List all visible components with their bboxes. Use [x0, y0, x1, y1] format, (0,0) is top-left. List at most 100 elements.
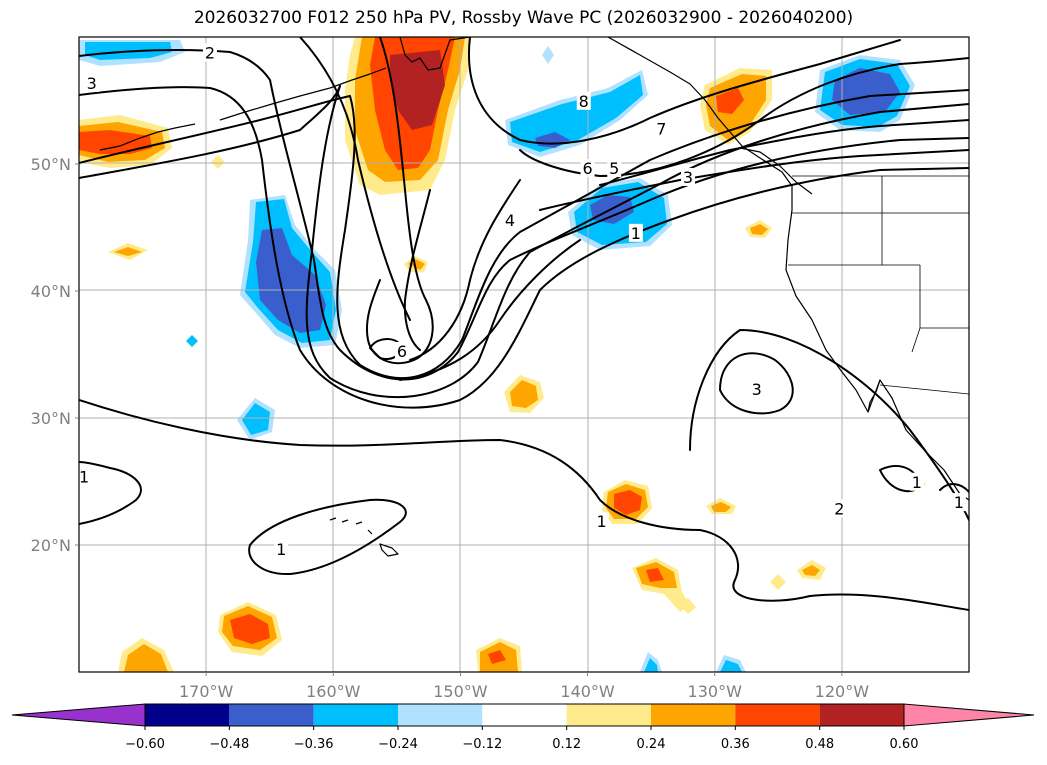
positive-anomaly — [716, 88, 744, 114]
colorbar: −0.60 −0.48 −0.36 −0.24 −0.12 0.12 0.24 0.36 0.4… — [11, 703, 1035, 752]
pv-contour — [399, 239, 581, 381]
colorbar-tick-label: 0.24 — [637, 737, 666, 752]
positive-anomaly — [79, 130, 152, 154]
lat-tick-label: 50°N — [31, 155, 71, 174]
contour-label-bg — [79, 467, 92, 486]
pv-contour — [248, 498, 407, 576]
us-mexico-border — [879, 384, 969, 395]
contour-label: 5 — [609, 159, 619, 178]
contour-label-bg — [909, 472, 924, 491]
colorbar-tick-label: −0.24 — [378, 737, 418, 752]
positive-anomaly — [614, 490, 642, 515]
contour-label-bg — [503, 211, 518, 230]
lon-tick-label: 120°W — [815, 682, 870, 701]
lat-tick-label: 20°N — [31, 536, 71, 555]
colorbar-extend-high — [903, 703, 1035, 727]
positive-anomaly — [124, 644, 168, 672]
lat-tick-label: 30°N — [31, 409, 71, 428]
positive-anomaly — [680, 598, 696, 614]
positive-anomaly — [211, 155, 225, 169]
colorbar-extend-low — [11, 703, 146, 727]
positive-anomaly — [750, 224, 768, 235]
contour-label: 1 — [912, 473, 922, 492]
pv-contour — [79, 461, 142, 525]
contour-label: 6 — [397, 342, 407, 361]
colorbar-segment — [819, 704, 904, 726]
pv-contour — [409, 179, 521, 361]
positive-anomaly — [802, 565, 820, 576]
map-title: 2026032700 F012 250 hPa PV, Rossby Wave … — [193, 8, 854, 28]
contour-label: 2 — [205, 44, 215, 63]
contour-label: 1 — [596, 512, 606, 531]
negative-anomaly — [256, 228, 326, 333]
contour-label-bg — [580, 159, 595, 178]
pv-contour — [79, 48, 969, 381]
contour-label: 4 — [505, 211, 515, 230]
graticule — [79, 37, 969, 672]
lon-tick-label: 140°W — [560, 682, 615, 701]
contour-label: 8 — [579, 92, 589, 111]
pv-contour — [299, 37, 411, 321]
contour-label-bg — [681, 167, 696, 186]
contour-label: 7 — [656, 120, 666, 139]
negative-anomaly — [186, 335, 198, 347]
lon-tick-label: 130°W — [688, 682, 743, 701]
map-frame — [78, 36, 970, 673]
pv-contour — [719, 352, 794, 415]
state-border — [788, 176, 969, 353]
positive-anomaly — [770, 574, 786, 590]
contour-label-bg — [628, 223, 643, 242]
positive-anomaly — [230, 614, 270, 644]
pv-contour — [599, 119, 969, 186]
pv-contour — [79, 399, 969, 611]
contour-label-bg — [576, 91, 591, 110]
pv-contour — [939, 483, 969, 493]
contour-label: 1 — [631, 224, 641, 243]
negative-anomaly — [510, 75, 643, 152]
contour-label-bg — [832, 499, 847, 518]
aleutian-islands-west — [99, 123, 196, 151]
colorbar-tick-label: 0.36 — [721, 737, 750, 752]
lon-tick-label: 150°W — [433, 682, 488, 701]
colorbar-tick-label: −0.48 — [209, 737, 249, 752]
alaska-coast — [399, 37, 471, 71]
contour-label: 3 — [683, 168, 693, 187]
contour-label: 2 — [834, 499, 844, 518]
political-borders — [788, 175, 969, 395]
colorbar-segment — [145, 704, 230, 726]
negative-anomaly — [720, 660, 742, 672]
positive-anomaly — [488, 650, 506, 664]
contour-label: 3 — [752, 380, 762, 399]
contour-label-bg — [607, 159, 622, 178]
positive-anomaly — [711, 502, 731, 512]
colorbar-segment — [398, 704, 483, 726]
canadian-islands — [739, 147, 813, 195]
colorbar-tick-label: 0.12 — [552, 737, 581, 752]
contour-label: 6 — [582, 159, 592, 178]
colorbar-tick-label: 0.60 — [890, 737, 919, 752]
pv-contour — [79, 86, 969, 409]
contour-label-bg — [594, 512, 609, 531]
pv-contour — [468, 37, 901, 145]
negative-anomaly — [832, 68, 900, 115]
contour-label: 1 — [276, 540, 286, 559]
pv-contour — [519, 57, 969, 177]
positive-anomaly — [114, 247, 142, 256]
contour-label-bg — [951, 493, 966, 512]
pv-contour — [689, 329, 969, 521]
negative-anomaly — [542, 46, 554, 64]
colorbar-segment — [735, 704, 820, 726]
positive-anomaly — [510, 380, 538, 408]
contour-label: 1 — [79, 468, 89, 487]
colorbar-tick-label: −0.36 — [294, 737, 334, 752]
colorbar-tick-label: −0.12 — [462, 737, 502, 752]
colorbar-segment — [229, 704, 314, 726]
contour-label-bg — [749, 380, 764, 399]
lon-tick-label: 170°W — [179, 682, 234, 701]
colorbar-tick-label: −0.60 — [125, 737, 165, 752]
pv-contour — [79, 89, 969, 380]
colorbar-tick-label: 0.48 — [805, 737, 834, 752]
axis-ticks: 170°W 160°W 150°W 140°W 130°W 120°W 50°N 40°N 30… — [31, 155, 870, 701]
